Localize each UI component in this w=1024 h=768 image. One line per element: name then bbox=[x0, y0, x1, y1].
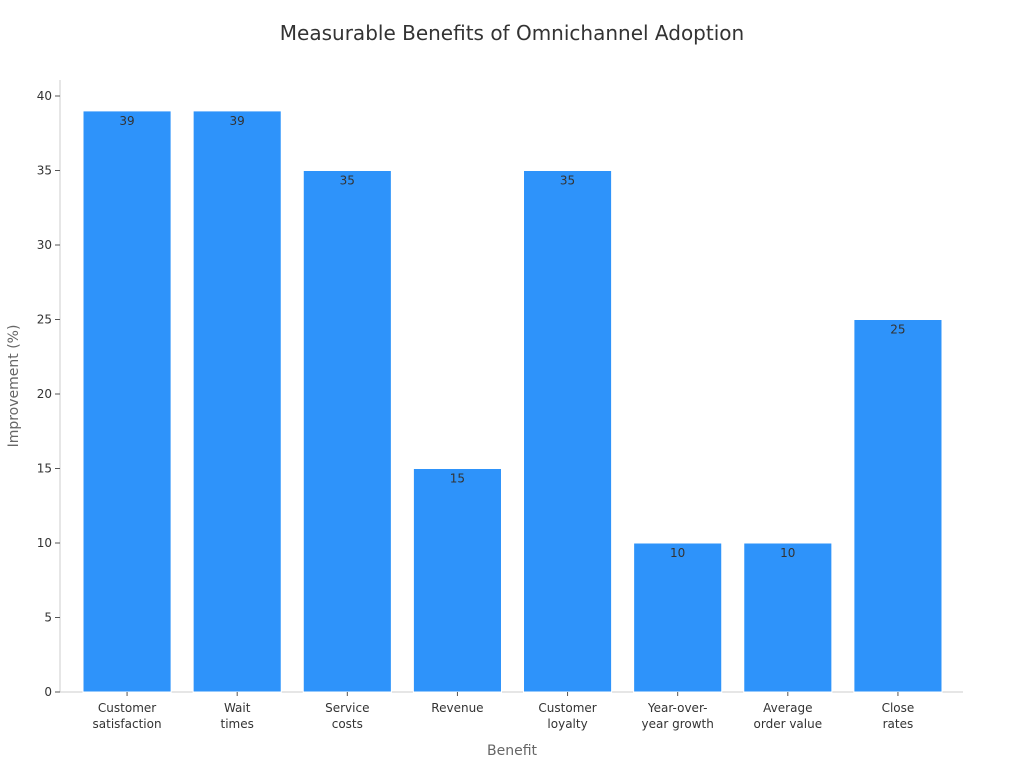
bar bbox=[412, 468, 502, 693]
y-tick-label: 0 bbox=[44, 685, 52, 699]
bar bbox=[82, 110, 172, 693]
x-tick-label: Customer loyalty bbox=[538, 701, 596, 731]
x-ticks-group: Customer satisfaction Wait times Service cost… bbox=[93, 692, 915, 731]
x-tick-label-line: Wait bbox=[224, 701, 251, 715]
x-tick-label: Revenue bbox=[431, 701, 483, 715]
x-tick-label-line: order value bbox=[754, 717, 823, 731]
x-tick-label-line: costs bbox=[332, 717, 363, 731]
x-tick-label: Year-over-year growth bbox=[642, 701, 714, 731]
x-tick-label-line: Average bbox=[763, 701, 812, 715]
bar bbox=[302, 170, 392, 693]
data-label: 39 bbox=[230, 114, 245, 128]
y-tick-label: 10 bbox=[37, 536, 52, 550]
data-label: 15 bbox=[450, 472, 465, 486]
x-tick-label-line: year growth bbox=[642, 717, 714, 731]
y-tick-label: 35 bbox=[37, 164, 52, 178]
x-tick-label-line: Customer bbox=[538, 701, 596, 715]
chart-title: Measurable Benefits of Omnichannel Adopt… bbox=[280, 21, 744, 45]
bar bbox=[523, 170, 613, 693]
x-tick-label: Wait times bbox=[221, 701, 254, 731]
bar bbox=[743, 542, 833, 693]
x-tick-label: Service costs bbox=[325, 701, 369, 731]
data-labels-group: 39 39 35 15 35 10 10 25 bbox=[119, 114, 905, 560]
data-label: 39 bbox=[119, 114, 134, 128]
x-tick-label: Average order value bbox=[754, 701, 823, 731]
x-tick-label-line: times bbox=[221, 717, 254, 731]
data-label: 35 bbox=[340, 174, 355, 188]
data-label: 25 bbox=[890, 323, 905, 337]
data-label: 10 bbox=[780, 546, 795, 560]
data-label: 35 bbox=[560, 174, 575, 188]
y-axis-title: Improvement (%) bbox=[6, 325, 22, 448]
x-axis-title: Benefit bbox=[487, 743, 538, 759]
bars-group bbox=[82, 110, 943, 693]
x-tick-label: Close rates bbox=[882, 701, 915, 731]
y-tick-label: 30 bbox=[37, 238, 52, 252]
y-ticks-group: 0 5 10 15 20 25 30 35 40 bbox=[37, 89, 60, 699]
data-label: 10 bbox=[670, 546, 685, 560]
y-tick-label: 40 bbox=[37, 89, 52, 103]
y-tick-label: 5 bbox=[44, 611, 52, 625]
y-tick-label: 20 bbox=[37, 387, 52, 401]
x-tick-label-line: Year-over- bbox=[647, 701, 708, 715]
y-tick-label: 25 bbox=[37, 313, 52, 327]
bar bbox=[192, 110, 282, 693]
bar bbox=[853, 319, 943, 693]
x-tick-label-line: Revenue bbox=[431, 701, 483, 715]
x-tick-label-line: rates bbox=[883, 717, 914, 731]
x-tick-label-line: Customer bbox=[98, 701, 156, 715]
x-tick-label: Customer satisfaction bbox=[93, 701, 162, 731]
x-tick-label-line: Service bbox=[325, 701, 369, 715]
y-tick-label: 15 bbox=[37, 462, 52, 476]
x-tick-label-line: loyalty bbox=[547, 717, 587, 731]
bar bbox=[633, 542, 723, 693]
x-tick-label-line: Close bbox=[882, 701, 915, 715]
x-tick-label-line: satisfaction bbox=[93, 717, 162, 731]
